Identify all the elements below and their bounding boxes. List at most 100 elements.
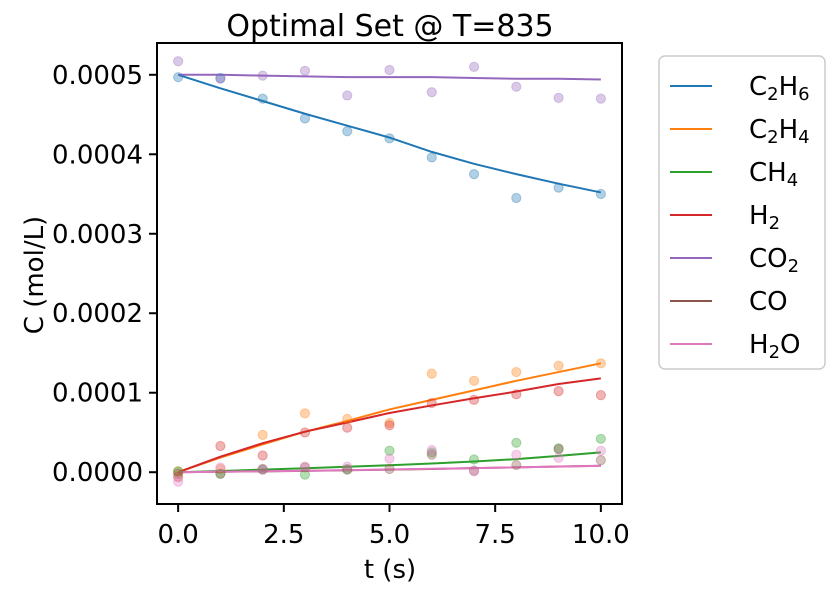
- data-point-C2H6: [173, 72, 184, 83]
- data-point-H2: [595, 390, 606, 401]
- data-point-CO: [553, 444, 564, 455]
- data-point-H2O: [595, 445, 606, 456]
- data-point-C2H6: [553, 182, 564, 193]
- data-point-CO: [595, 455, 606, 466]
- series-line-H2O: [178, 464, 601, 474]
- data-point-C2H4: [215, 463, 226, 475]
- data-point-CO: [511, 459, 522, 471]
- y-tick-label: 0.0002: [52, 299, 143, 329]
- legend-label-H2O: H2O: [749, 330, 800, 363]
- y-axis: 0.0000 0.0001 0.0002 0.0003 0.0004 0.0005: [52, 61, 157, 488]
- x-tick-label: 0.0: [157, 520, 198, 550]
- data-point-CO: [215, 468, 226, 479]
- data-point-C2H4: [553, 360, 564, 371]
- series-line-H2: [177, 377, 601, 474]
- series-line-CH4: [178, 451, 601, 474]
- legend-label-CO: CO: [749, 287, 788, 317]
- data-point-C2H4: [426, 368, 437, 379]
- data-point-C2H6: [299, 113, 311, 124]
- data-point-CO: [468, 465, 480, 476]
- data-point-CO2: [384, 64, 395, 76]
- data-point-H2O: [384, 453, 395, 464]
- data-point-CO: [257, 464, 268, 475]
- data-point-CO2: [595, 93, 606, 104]
- data-point-CH4: [342, 463, 353, 475]
- data-point-H2O: [553, 452, 564, 463]
- data-point-H2: [384, 420, 395, 431]
- data-point-H2O: [299, 461, 311, 472]
- data-point-H2: [215, 440, 226, 452]
- x-axis: 0.0 2.5 5.0 7.5 10.0: [157, 504, 630, 550]
- data-point-H2O: [511, 449, 522, 460]
- data-point-H2: [299, 427, 311, 438]
- data-point-H2O: [215, 462, 226, 473]
- data-point-CO2: [299, 65, 311, 76]
- data-point-CO2: [553, 92, 564, 103]
- data-point-C2H6: [426, 152, 437, 163]
- data-point-CH4: [553, 443, 564, 454]
- data-point-C2H4: [342, 413, 353, 425]
- data-point-C2H6: [215, 72, 226, 84]
- data-point-C2H6: [342, 126, 353, 137]
- plot-area: [156, 42, 623, 505]
- plot-frame: [156, 42, 623, 505]
- data-point-CO2: [426, 87, 437, 98]
- data-point-CO: [384, 463, 395, 475]
- data-point-C2H6: [511, 192, 522, 204]
- data-point-H2: [342, 422, 353, 433]
- data-point-H2: [257, 450, 268, 461]
- data-point-CO2: [468, 61, 480, 72]
- data-point-C2H6: [595, 188, 606, 200]
- data-point-CH4: [511, 437, 522, 448]
- data-point-C2H4: [468, 375, 480, 386]
- series-line-C2H4: [177, 362, 602, 474]
- data-point-CH4: [299, 469, 311, 480]
- data-point-CH4: [257, 463, 268, 475]
- data-point-C2H4: [511, 366, 522, 378]
- data-point-H2: [553, 386, 564, 397]
- x-tick-label: 7.5: [475, 520, 516, 550]
- x-tick-label: 10.0: [572, 520, 630, 550]
- data-point-CH4: [384, 445, 395, 456]
- data-point-CO2: [342, 90, 353, 101]
- data-point-H2O: [426, 444, 437, 456]
- data-point-H2O: [257, 463, 268, 475]
- y-tick-label: 0.0000: [52, 458, 143, 488]
- y-tick-label: 0.0005: [52, 61, 143, 91]
- y-tick-label: 0.0001: [52, 379, 143, 409]
- data-point-C2H4: [384, 417, 395, 429]
- data-point-H2: [511, 389, 522, 400]
- series-line-C2H6: [177, 73, 602, 194]
- y-tick-label: 0.0003: [52, 220, 143, 250]
- data-point-CO: [173, 468, 184, 479]
- data-point-CH4: [426, 447, 437, 458]
- data-point-C2H4: [173, 466, 184, 477]
- data-point-CH4: [215, 468, 226, 479]
- data-point-C2H4: [257, 429, 268, 440]
- data-point-H2: [468, 394, 480, 405]
- data-point-CO2: [173, 56, 184, 67]
- chart-title: Optimal Set @ T=835: [226, 9, 553, 44]
- data-point-CO: [299, 462, 311, 473]
- data-point-CO2: [257, 70, 268, 81]
- y-axis-label: C (mol/L): [20, 216, 50, 334]
- data-point-C2H6: [468, 169, 480, 180]
- data-point-CH4: [595, 433, 606, 444]
- data-point-CO: [426, 449, 437, 460]
- legend-label-C2H4: C2H4: [749, 115, 810, 148]
- x-tick-label: 2.5: [263, 520, 304, 550]
- data-point-CO2: [215, 73, 226, 84]
- y-tick-label: 0.0004: [52, 140, 143, 170]
- data-point-H2O: [468, 466, 480, 477]
- data-point-H2: [426, 397, 437, 409]
- data-point-C2H6: [384, 133, 395, 144]
- data-point-CH4: [468, 454, 480, 465]
- data-point-C2H4: [299, 408, 311, 419]
- data-point-H2: [173, 471, 184, 483]
- series-line-CO2: [178, 73, 601, 81]
- data-point-C2H6: [257, 93, 268, 104]
- data-point-H2O: [342, 461, 353, 472]
